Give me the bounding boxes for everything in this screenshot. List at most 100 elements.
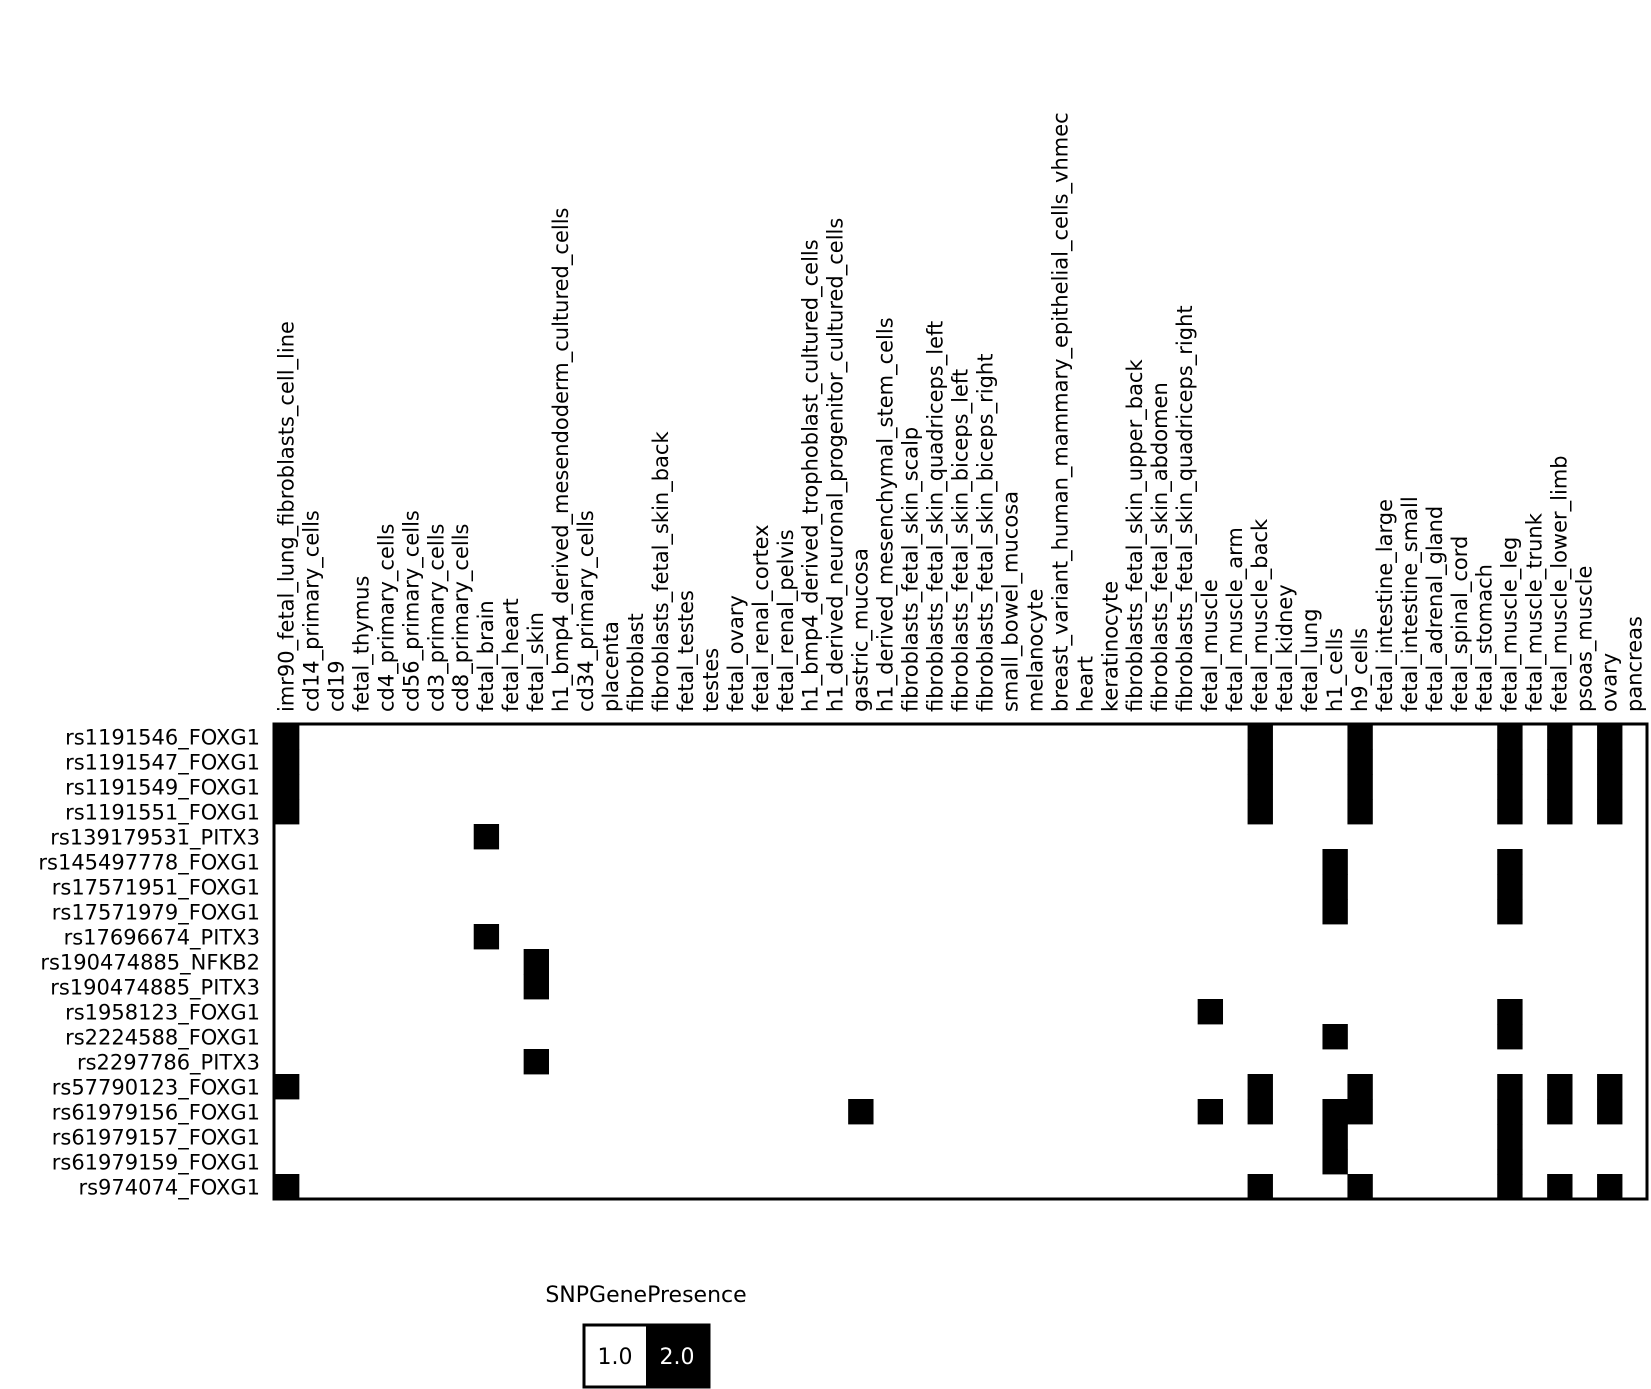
heatmap-cell-present bbox=[1497, 724, 1523, 750]
row-label: rs57790123_FOXG1 bbox=[52, 1076, 260, 1101]
column-label: h1_derived_mesenchymal_stem_cells bbox=[874, 317, 899, 712]
row-label: rs1191549_FOXG1 bbox=[65, 776, 260, 801]
heatmap-cell-present bbox=[1597, 1074, 1623, 1100]
column-label: fibroblasts_fetal_skin_back bbox=[649, 431, 674, 712]
column-label: fetal_brain bbox=[474, 600, 499, 712]
column-label: cd3_primary_cells bbox=[424, 524, 449, 713]
heatmap-cell-present bbox=[1322, 1024, 1348, 1050]
heatmap-cell-present bbox=[1497, 774, 1523, 800]
heatmap-cell-present bbox=[1347, 724, 1373, 750]
heatmap-cell-present bbox=[1547, 774, 1573, 800]
heatmap-cell-present bbox=[1322, 1099, 1348, 1125]
row-labels: rs1191546_FOXG1rs1191547_FOXG1rs1191549_… bbox=[38, 726, 260, 1201]
heatmap-cell-present bbox=[1497, 749, 1523, 775]
heatmap-cell-present bbox=[1322, 874, 1348, 900]
heatmap-cell-present bbox=[1322, 1149, 1348, 1175]
heatmap-cell-present bbox=[1322, 899, 1348, 925]
column-label: fetal_spinal_cord bbox=[1448, 536, 1473, 712]
legend-swatch-absent bbox=[584, 1325, 646, 1387]
column-label: imr90_fetal_lung_fibroblasts_cell_line bbox=[274, 321, 299, 712]
heatmap-cell-present bbox=[274, 724, 300, 750]
column-label: cd8_primary_cells bbox=[449, 524, 474, 713]
heatmap-cell-present bbox=[848, 1099, 874, 1125]
heatmap-cell-present bbox=[1497, 1124, 1523, 1150]
row-label: rs61979157_FOXG1 bbox=[52, 1126, 260, 1151]
heatmap-cell-present bbox=[1547, 749, 1573, 775]
heatmap-cell-present bbox=[1547, 1074, 1573, 1100]
heatmap-cell-present bbox=[274, 1174, 300, 1200]
column-label: cd56_primary_cells bbox=[399, 510, 424, 712]
column-label: fetal_thymus bbox=[349, 576, 374, 712]
heatmap-cell-present bbox=[523, 974, 549, 1000]
heatmap-cell-present bbox=[1597, 774, 1623, 800]
column-label: breast_variant_human_mammary_epithelial_… bbox=[1048, 112, 1073, 712]
column-label: fetal_muscle_trunk bbox=[1523, 512, 1548, 712]
column-label: h1_bmp4_derived_mesendoderm_cultured_cel… bbox=[549, 208, 574, 712]
legend-swatch-present bbox=[646, 1325, 709, 1387]
heatmap-cell-present bbox=[1497, 999, 1523, 1025]
heatmap-cell-present bbox=[1497, 1099, 1523, 1125]
heatmap-cell-present bbox=[274, 749, 300, 775]
heatmap-cell-present bbox=[274, 1074, 300, 1100]
row-label: rs1958123_FOXG1 bbox=[65, 1001, 260, 1026]
column-label: h1_cells bbox=[1323, 628, 1348, 712]
row-label: rs17696674_PITX3 bbox=[64, 926, 260, 951]
column-label: fetal_testes bbox=[674, 590, 699, 712]
row-label: rs145497778_FOXG1 bbox=[38, 851, 260, 876]
heatmap-cell-present bbox=[1197, 1099, 1224, 1125]
column-label: fetal_muscle_back bbox=[1248, 518, 1273, 712]
legend-label-present: 2.0 bbox=[660, 1345, 695, 1370]
column-label: cd14_primary_cells bbox=[299, 510, 324, 712]
column-label: pancreas bbox=[1623, 616, 1647, 712]
heatmap-cell-present bbox=[1247, 1174, 1273, 1200]
row-label: rs139179531_PITX3 bbox=[50, 826, 260, 851]
heatmap-cell-present bbox=[1247, 799, 1273, 825]
column-label: fibroblasts_fetal_skin_quadriceps_right bbox=[1173, 305, 1198, 712]
heatmap-cell-present bbox=[1247, 1074, 1273, 1100]
heatmap-cell-present bbox=[1347, 799, 1373, 825]
column-label: fetal_muscle_leg bbox=[1498, 537, 1523, 712]
legend-label-absent: 1.0 bbox=[598, 1345, 633, 1370]
column-label: fetal_stomach bbox=[1473, 564, 1498, 712]
column-label: fetal_muscle_arm bbox=[1223, 527, 1248, 712]
heatmap-cell-present bbox=[1347, 774, 1373, 800]
heatmap-cell-present bbox=[1547, 724, 1573, 750]
legend-title: SNPGenePresence bbox=[545, 1283, 746, 1308]
column-label: fibroblasts_fetal_skin_biceps_left bbox=[949, 369, 974, 712]
heatmap-cell-present bbox=[1322, 1124, 1348, 1150]
column-label: keratinocyte bbox=[1098, 581, 1122, 712]
column-label: melanocyte bbox=[1023, 589, 1047, 712]
heatmap-cell-present bbox=[1347, 1174, 1373, 1200]
column-label: fetal_ovary bbox=[724, 595, 749, 712]
column-label: fetal_muscle_lower_limb bbox=[1548, 455, 1573, 712]
heatmap-cell-present bbox=[1347, 1099, 1373, 1125]
column-label: heart bbox=[1073, 656, 1097, 712]
row-label: rs974074_FOXG1 bbox=[78, 1176, 260, 1201]
column-label: fibroblasts_fetal_skin_biceps_right bbox=[973, 354, 998, 712]
heatmap-cell-present bbox=[1347, 749, 1373, 775]
heatmap-cell-present bbox=[274, 799, 300, 825]
heatmap-cell-present bbox=[1597, 1099, 1623, 1125]
column-label: ovary bbox=[1598, 653, 1622, 712]
row-label: rs190474885_NFKB2 bbox=[40, 951, 260, 976]
heatmap-cell-present bbox=[1497, 899, 1523, 925]
column-label: fetal_heart bbox=[499, 598, 524, 712]
heatmap-cell-present bbox=[1497, 1174, 1523, 1200]
heatmap-cell-present bbox=[1597, 749, 1623, 775]
heatmap-cell-present bbox=[1497, 1074, 1523, 1100]
heatmap-cell-present bbox=[473, 824, 500, 850]
row-label: rs1191551_FOXG1 bbox=[65, 801, 260, 826]
column-label: cd4_primary_cells bbox=[374, 524, 399, 713]
row-label: rs1191547_FOXG1 bbox=[65, 751, 260, 776]
legend-frame bbox=[582, 1323, 711, 1389]
column-label: fetal_lung bbox=[1298, 608, 1323, 712]
column-label: fibroblasts_fetal_skin_upper_back bbox=[1123, 359, 1148, 712]
column-label: h1_bmp4_derived_trophoblast_cultured_cel… bbox=[799, 239, 824, 712]
heatmap-cell-present bbox=[523, 949, 549, 975]
column-labels: imr90_fetal_lung_fibroblasts_cell_line cd… bbox=[274, 112, 1646, 712]
heatmap-cell-present bbox=[1597, 1174, 1623, 1200]
heatmap-cell-present bbox=[1497, 874, 1523, 900]
column-label: fetal_renal_pelvis bbox=[774, 529, 799, 712]
column-label: h9_cells bbox=[1348, 628, 1373, 712]
